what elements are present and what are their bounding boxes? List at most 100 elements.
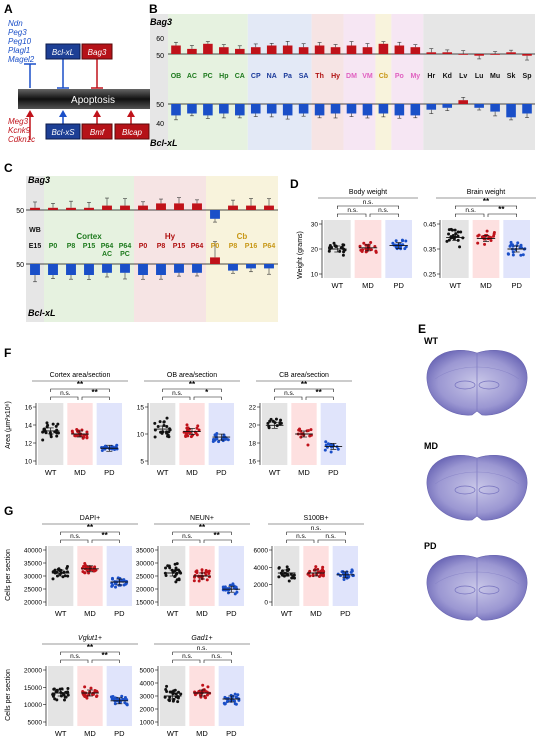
data-point bbox=[76, 434, 80, 438]
group-bg bbox=[262, 403, 288, 465]
data-point bbox=[111, 695, 115, 699]
ventricle bbox=[454, 380, 476, 390]
panel-c-bars bbox=[26, 197, 278, 283]
bmf-box bbox=[81, 123, 113, 140]
bag3-bar bbox=[522, 54, 532, 56]
g-ylabel-top: Cells per section bbox=[5, 549, 12, 601]
group-label: WT bbox=[167, 729, 179, 738]
data-point bbox=[299, 435, 303, 439]
data-point bbox=[110, 576, 114, 580]
hy-bg bbox=[134, 176, 206, 322]
c-bag3-bar bbox=[30, 207, 40, 210]
bag3-bar bbox=[266, 45, 277, 54]
c-col-label: P16 bbox=[245, 243, 258, 250]
tissue-label: VM bbox=[362, 73, 373, 80]
data-point bbox=[509, 243, 513, 247]
c-col-label: P64 bbox=[101, 243, 114, 250]
data-point bbox=[450, 228, 454, 232]
tissue-label: NA bbox=[267, 73, 277, 80]
panel-letter-d: D bbox=[290, 177, 299, 191]
data-point bbox=[327, 249, 331, 253]
data-point bbox=[118, 700, 122, 704]
tissue-label: CA bbox=[235, 73, 245, 80]
data-point bbox=[112, 697, 116, 701]
data-point bbox=[299, 429, 303, 433]
data-point bbox=[339, 246, 343, 250]
data-point bbox=[233, 692, 237, 696]
c-col-label: P8 bbox=[67, 243, 76, 250]
dot-plot: Vglut1+ 20000 15000 10000 5000 ** n.s. ** WT MD PD bbox=[24, 635, 138, 738]
data-point bbox=[54, 424, 58, 428]
data-point bbox=[114, 582, 118, 586]
data-point bbox=[485, 229, 489, 233]
y-tick-label: 2000 bbox=[140, 707, 155, 714]
sig-top: n.s. bbox=[363, 199, 374, 206]
y-tick-label: 0.35 bbox=[423, 247, 436, 254]
sig-right: ** bbox=[102, 531, 109, 540]
y-tick-label: 22 bbox=[249, 405, 257, 412]
c-col-label: P8 bbox=[157, 243, 166, 250]
c-col-label: P0 bbox=[211, 243, 220, 250]
dot-plot: CB area/section 22 20 18 16 ** n.s. ** WT MD PD bbox=[249, 372, 352, 477]
bclxl-bar bbox=[330, 104, 341, 114]
data-point bbox=[506, 252, 510, 256]
data-point bbox=[226, 438, 230, 442]
tissue-label: Mu bbox=[490, 73, 500, 80]
group-label: MD bbox=[362, 281, 374, 290]
group-bg bbox=[77, 546, 103, 606]
dot-plot: DAPI+ 40000 35000 30000 25000 20000 ** n.s. ** WT… bbox=[24, 515, 138, 618]
data-point bbox=[316, 567, 320, 571]
tick-60-top: 60 bbox=[156, 36, 164, 43]
c-tick-bottom: 50 bbox=[16, 262, 24, 269]
c-col-label: WB bbox=[29, 227, 41, 234]
ventricle bbox=[454, 585, 476, 595]
data-point bbox=[266, 421, 270, 425]
y-tick-label: 12 bbox=[25, 441, 33, 448]
bag3-bar bbox=[235, 48, 245, 54]
group-label: PD bbox=[511, 281, 522, 290]
data-point bbox=[51, 694, 55, 698]
data-point bbox=[217, 440, 221, 444]
data-point bbox=[373, 245, 377, 249]
data-point bbox=[110, 584, 114, 588]
data-point bbox=[56, 431, 60, 435]
data-point bbox=[361, 248, 365, 252]
data-point bbox=[165, 431, 169, 435]
c-bag3-bar bbox=[66, 207, 76, 210]
sig-bracket-left bbox=[50, 396, 79, 400]
sig-top: ** bbox=[77, 380, 84, 389]
data-point bbox=[73, 434, 77, 438]
y-tick-label: 0 bbox=[264, 600, 268, 607]
tissue-group-bg bbox=[168, 14, 248, 150]
bag3-bar bbox=[362, 47, 373, 54]
group-bg bbox=[320, 403, 346, 465]
data-point bbox=[176, 700, 180, 704]
tissue-label: Cb bbox=[379, 73, 388, 80]
sig-bracket-left bbox=[60, 659, 89, 663]
data-point bbox=[521, 253, 525, 257]
tissue-group-bg bbox=[423, 14, 535, 150]
cortex-boundary bbox=[434, 571, 520, 585]
data-point bbox=[226, 698, 230, 702]
data-point bbox=[321, 565, 325, 569]
data-point bbox=[177, 690, 181, 694]
data-point bbox=[177, 568, 181, 572]
panel-b: B Bag3 Bcl-xL 60 50 50 40 OB AC PC Hp CA CP NA… bbox=[149, 2, 535, 150]
data-point bbox=[166, 564, 170, 568]
data-point bbox=[492, 234, 496, 238]
brain-label: PD bbox=[424, 541, 437, 551]
data-point bbox=[168, 699, 172, 703]
c-bag3-bar bbox=[210, 210, 220, 219]
bclxl-bar bbox=[346, 104, 357, 114]
data-point bbox=[164, 566, 168, 570]
tissue-label: Hy bbox=[331, 73, 340, 80]
data-point bbox=[64, 695, 68, 699]
data-point bbox=[113, 585, 117, 589]
sig-bracket-wide bbox=[60, 651, 120, 655]
sig-bracket-left bbox=[337, 213, 367, 217]
y-tick-label: 15000 bbox=[136, 600, 154, 607]
data-point bbox=[233, 592, 237, 596]
y-tick-label: 25000 bbox=[24, 587, 42, 594]
bcl-xl-box bbox=[45, 43, 81, 60]
